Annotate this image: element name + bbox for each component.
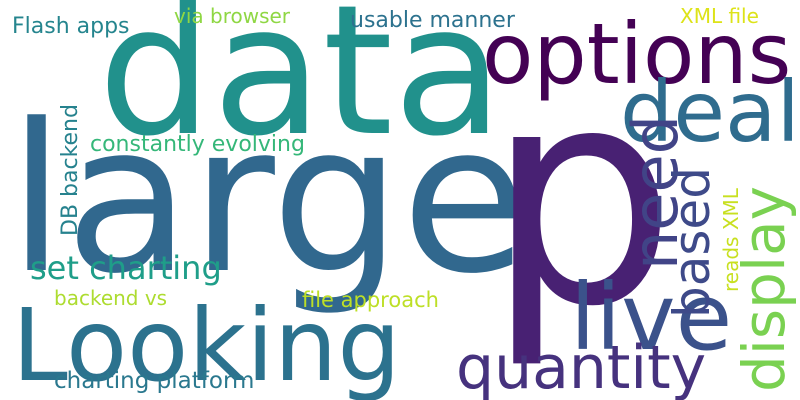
word-via-browser: via browser [174, 4, 291, 28]
word-based: based [663, 167, 721, 318]
word-flash-apps: Flash apps [12, 14, 130, 39]
word-display: display [730, 186, 798, 392]
word-looking: Looking [12, 287, 401, 400]
word-p: p [486, 23, 677, 372]
word-options: options [482, 5, 792, 103]
word-set-charting: set charting [30, 249, 222, 287]
word-xml-file: XML file [680, 4, 759, 28]
word-backend-vs: backend vs [54, 286, 168, 310]
word-usable-manner: usable manner [350, 8, 515, 33]
word-constantly-evolving: constantly evolving [90, 132, 305, 157]
word-db-backend: DB backend [58, 104, 83, 236]
word-deal: deal [620, 63, 800, 161]
word-data: data [98, 0, 504, 176]
word-quantity: quantity [456, 333, 707, 400]
word-charting-platform: charting platform [54, 368, 255, 394]
word-large: large [8, 81, 528, 319]
word-live: live [570, 264, 733, 371]
word-file-approach: file approach [302, 288, 439, 312]
word-reads-xml: reads XML [719, 188, 743, 292]
